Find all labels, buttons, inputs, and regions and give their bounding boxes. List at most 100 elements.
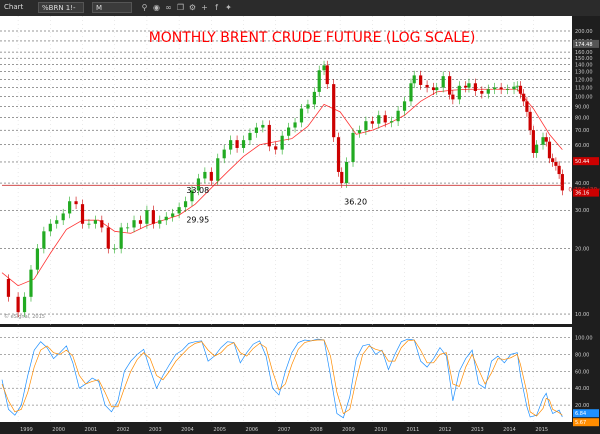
facebook-icon[interactable]: f <box>215 3 218 12</box>
price-tag-label: 5.67 <box>575 420 586 426</box>
candle <box>74 201 78 205</box>
candle <box>528 111 532 131</box>
candle <box>35 248 40 270</box>
x-tick-label: 1999 <box>20 427 33 433</box>
candle <box>383 115 387 123</box>
candle <box>55 220 59 224</box>
candle <box>171 213 175 217</box>
twitter-icon[interactable]: ✦ <box>225 3 232 12</box>
candle <box>274 146 278 150</box>
candle <box>100 220 104 228</box>
candle <box>435 87 439 91</box>
y-tick-label: 10.00 <box>575 312 589 318</box>
candle <box>467 83 471 88</box>
candle <box>505 89 510 91</box>
y-tick-label: 70.00 <box>575 128 589 134</box>
stochastic-line <box>1 339 563 417</box>
add-icon[interactable]: + <box>201 3 208 12</box>
candle <box>293 122 297 128</box>
y-tick-label: 20.00 <box>575 247 589 253</box>
x-tick-label: 2009 <box>342 427 355 433</box>
candle <box>419 75 423 85</box>
candle <box>370 121 374 124</box>
candle <box>390 121 394 123</box>
y-tick-label: 100.00 <box>575 94 593 100</box>
candle <box>515 85 519 87</box>
link-icon[interactable]: ∞ <box>165 3 172 12</box>
x-tick-label: 2007 <box>278 427 291 433</box>
candle <box>312 91 316 105</box>
price-annotation: 29.95 <box>186 215 209 224</box>
candle <box>377 115 381 124</box>
candle <box>431 87 436 91</box>
y-tick-label: 80.00 <box>575 116 589 122</box>
candle <box>151 210 155 224</box>
candle <box>241 140 246 148</box>
zoom-icon[interactable]: ◉ <box>153 3 160 12</box>
price-axis <box>572 16 600 434</box>
candle <box>364 121 368 131</box>
candle <box>29 269 33 297</box>
stoch-y-tick-label: 100.00 <box>575 335 593 341</box>
candle <box>177 207 181 214</box>
candle <box>560 174 564 191</box>
copy-icon[interactable]: ❐ <box>176 3 185 12</box>
candle <box>248 132 252 141</box>
x-tick-label: 2001 <box>85 427 98 433</box>
price-tag <box>573 157 599 166</box>
x-tick-label: 2004 <box>181 427 194 433</box>
candle <box>499 87 503 90</box>
settings-icon[interactable]: ⚙ <box>188 3 197 12</box>
price-panel <box>0 16 572 324</box>
price-chart[interactable]: 10.0020.0030.0040.0050.0060.0070.0080.00… <box>0 16 600 434</box>
candle <box>480 90 484 94</box>
x-tick-label: 2015 <box>535 427 548 433</box>
candle <box>125 227 130 229</box>
x-tick-label: 2012 <box>439 427 452 433</box>
candle <box>525 101 529 112</box>
tab-chart[interactable]: Chart <box>4 3 24 11</box>
candle <box>441 76 445 88</box>
candle <box>254 127 259 133</box>
candle <box>106 227 110 249</box>
candle <box>554 161 558 166</box>
candle <box>306 104 310 109</box>
x-tick-label: 2011 <box>407 427 420 433</box>
candle <box>183 201 188 208</box>
candle <box>119 227 123 249</box>
price-tag-label: 36.16 <box>575 191 589 197</box>
candle <box>531 130 535 153</box>
price-annotation: 36.20 <box>344 197 367 206</box>
y-tick-label: 60.00 <box>575 143 589 149</box>
x-tick-label: 2005 <box>213 427 226 433</box>
interval-select[interactable]: M <box>92 2 132 13</box>
y-tick-label: 160.00 <box>575 50 593 56</box>
price-tag <box>573 188 599 197</box>
y-tick-label: 140.00 <box>575 63 593 69</box>
y-tick-label: 120.00 <box>575 77 593 83</box>
candle <box>541 137 545 145</box>
candle <box>522 93 526 102</box>
candle <box>486 89 490 94</box>
stoch-y-tick-label: 20.00 <box>575 403 589 409</box>
candle <box>113 248 117 250</box>
candle <box>402 101 407 111</box>
candle <box>22 296 27 313</box>
candle <box>287 127 291 136</box>
candle <box>93 220 97 224</box>
candle <box>322 65 326 71</box>
candle <box>557 165 561 175</box>
candle <box>80 204 85 224</box>
candle <box>340 171 344 184</box>
symbol-input[interactable]: %BRN 1!-ICE <box>38 2 84 23</box>
x-tick-label: 2002 <box>117 427 130 433</box>
candle <box>448 76 452 95</box>
candle <box>203 171 207 179</box>
candle <box>48 223 52 232</box>
watermark: © eSignal, 2015 <box>4 313 45 320</box>
candle <box>412 75 416 84</box>
price-tag <box>573 418 599 427</box>
candle <box>344 161 349 184</box>
candle <box>229 140 233 150</box>
search-icon[interactable]: ⚲ <box>141 3 148 12</box>
